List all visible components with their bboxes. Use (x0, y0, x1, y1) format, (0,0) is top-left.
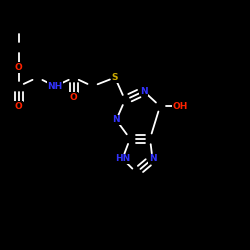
Text: O: O (15, 102, 22, 111)
Text: N: N (112, 116, 120, 124)
Text: HN: HN (115, 154, 130, 163)
Text: O: O (70, 93, 78, 102)
Text: NH: NH (48, 82, 62, 91)
Text: OH: OH (172, 102, 188, 111)
Text: S: S (112, 73, 118, 82)
Text: N: N (140, 87, 147, 96)
Text: N: N (149, 154, 156, 163)
Text: O: O (15, 63, 22, 72)
